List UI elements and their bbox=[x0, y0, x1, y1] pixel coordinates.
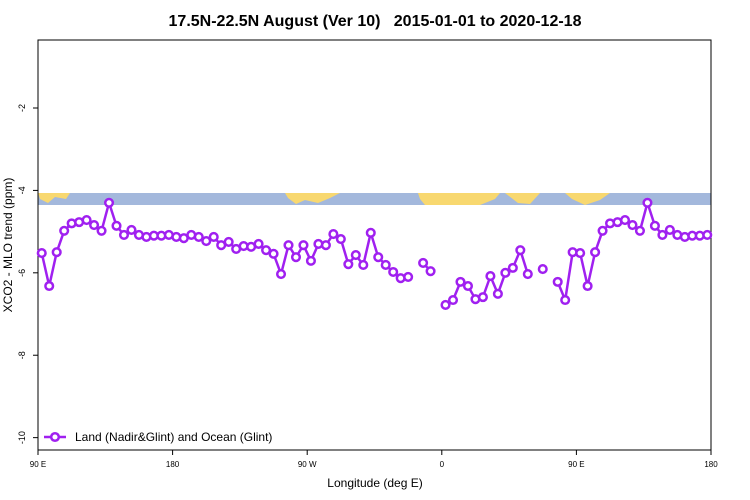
data-point bbox=[365, 227, 376, 238]
data-point bbox=[268, 248, 279, 259]
x-tick-label: 90 E bbox=[568, 460, 584, 469]
data-point bbox=[447, 294, 459, 306]
data-point bbox=[657, 229, 668, 240]
data-point bbox=[537, 264, 548, 275]
y-tick-label: -4 bbox=[17, 186, 27, 194]
data-point bbox=[350, 250, 361, 261]
y-tick-label: -8 bbox=[17, 351, 27, 359]
x-tick-label: 90 E bbox=[30, 460, 46, 469]
y-tick-label: -2 bbox=[17, 104, 27, 112]
data-point bbox=[507, 262, 518, 273]
data-point bbox=[515, 245, 526, 256]
data-point bbox=[418, 257, 429, 268]
legend-marker bbox=[49, 431, 61, 443]
data-point bbox=[208, 231, 219, 243]
land bbox=[285, 193, 340, 204]
data-point bbox=[111, 220, 122, 231]
data-point bbox=[343, 259, 354, 270]
x-axis-label: Longitude (deg E) bbox=[327, 476, 422, 490]
data-point bbox=[477, 292, 488, 303]
land-ocean-strip bbox=[38, 193, 711, 205]
data-point bbox=[81, 215, 92, 226]
data-point bbox=[305, 255, 316, 266]
data-point bbox=[522, 269, 533, 280]
data-point bbox=[335, 233, 346, 245]
data-point bbox=[425, 266, 436, 277]
x-tick-label: 180 bbox=[704, 460, 718, 469]
data-point bbox=[575, 247, 586, 259]
legend-label: Land (Nadir&Glint) and Ocean (Glint) bbox=[75, 430, 272, 444]
data-point bbox=[388, 266, 399, 278]
land bbox=[505, 193, 540, 204]
data-point bbox=[223, 236, 234, 247]
legend: Land (Nadir&Glint) and Ocean (Glint) bbox=[44, 430, 272, 444]
data-point bbox=[627, 219, 638, 231]
data-point bbox=[642, 197, 653, 208]
data-point bbox=[485, 271, 496, 282]
data-point bbox=[103, 197, 115, 208]
data-point bbox=[320, 240, 331, 251]
data-point bbox=[89, 219, 100, 231]
data-point bbox=[328, 229, 339, 240]
data-point bbox=[253, 238, 264, 250]
data-point bbox=[126, 224, 137, 236]
data-point bbox=[664, 224, 675, 236]
data-point bbox=[500, 267, 511, 278]
data-point bbox=[275, 269, 287, 280]
data-point bbox=[96, 225, 107, 236]
data-point bbox=[358, 259, 369, 271]
data-point bbox=[597, 225, 608, 236]
data-point bbox=[634, 225, 646, 236]
y-tick-label: -6 bbox=[17, 269, 27, 277]
land bbox=[565, 193, 610, 205]
data-point bbox=[36, 247, 47, 259]
data-point bbox=[118, 229, 130, 240]
data-point bbox=[283, 240, 294, 251]
data-point bbox=[51, 247, 62, 258]
data-point bbox=[298, 240, 309, 251]
data-point bbox=[649, 220, 660, 231]
chart-title: 17.5N-22.5N August (Ver 10) 2015-01-01 t… bbox=[169, 13, 582, 30]
data-point bbox=[552, 276, 563, 287]
data-point bbox=[201, 236, 212, 247]
data-point bbox=[59, 225, 70, 236]
data-point bbox=[560, 294, 571, 306]
ocean-band bbox=[38, 193, 711, 205]
data-point bbox=[702, 229, 713, 240]
land bbox=[38, 193, 70, 203]
data-point bbox=[290, 252, 302, 263]
data-point bbox=[619, 215, 631, 226]
data-point bbox=[373, 252, 384, 263]
data-point bbox=[590, 247, 601, 258]
data-point bbox=[193, 231, 204, 243]
plot-frame bbox=[37, 39, 712, 451]
data-point bbox=[44, 280, 55, 292]
land bbox=[418, 193, 500, 205]
y-axis-label: XCO2 - MLO trend (ppm) bbox=[1, 178, 15, 313]
x-tick-label: 180 bbox=[166, 460, 180, 469]
data-point bbox=[261, 245, 272, 256]
data-point bbox=[455, 276, 466, 287]
data-point bbox=[403, 271, 414, 282]
x-tick-label: 90 W bbox=[298, 460, 317, 469]
data-point bbox=[582, 280, 593, 292]
data-point bbox=[492, 288, 503, 299]
data-point bbox=[380, 259, 391, 271]
data-point bbox=[440, 299, 451, 311]
y-tick-label: -10 bbox=[17, 431, 27, 444]
data-point bbox=[462, 280, 474, 292]
x-tick-label: 0 bbox=[440, 460, 445, 469]
